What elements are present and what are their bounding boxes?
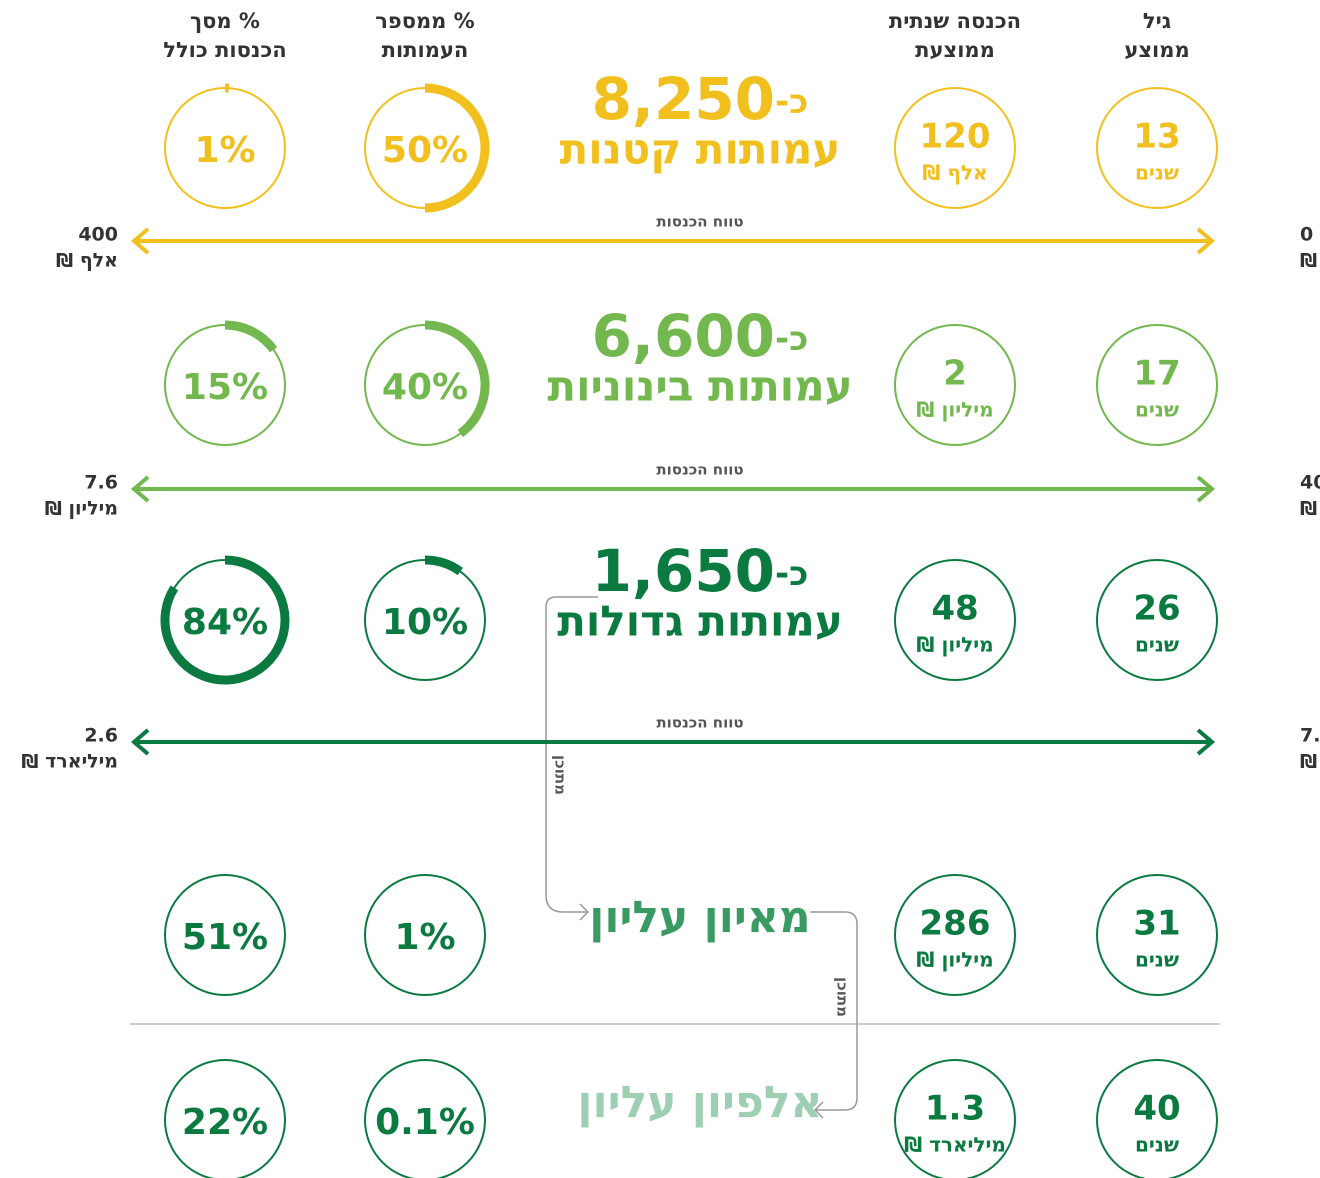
group-count: כ-1,650: [592, 537, 809, 605]
range-min-max: מיליון ₪: [1300, 751, 1320, 773]
range-label: טווח הכנסות: [656, 213, 743, 231]
age-unit: שנים: [1135, 633, 1179, 657]
count-prefix: כ-: [775, 319, 808, 359]
ring: [1096, 559, 1218, 681]
arrow-head: [130, 475, 150, 503]
ring: [364, 874, 486, 996]
age-unit: שנים: [1135, 161, 1179, 185]
arrow-head: [130, 728, 150, 756]
percent-label: 1%: [394, 917, 455, 958]
range-min-max: 7.6: [84, 472, 118, 494]
ring: [1096, 874, 1218, 996]
percent-label: 84%: [182, 602, 268, 643]
age-value: 13: [1133, 117, 1180, 157]
income-unit: מיליון ₪: [916, 398, 993, 422]
ring: [164, 874, 286, 996]
connector: [545, 596, 598, 921]
range-min-max: מיליארד ₪: [21, 751, 118, 773]
ring: [894, 324, 1016, 446]
column-header: גיל: [1143, 9, 1171, 33]
percent-label: 15%: [182, 367, 268, 408]
range-min-max: 400: [1300, 472, 1320, 494]
ring: [164, 1059, 286, 1178]
percent-arc: [424, 320, 490, 438]
age-unit: שנים: [1135, 398, 1179, 422]
arrow-head: [1196, 227, 1216, 255]
column-header: הכנסות כולל: [163, 38, 287, 62]
age-value: 26: [1133, 589, 1180, 629]
group-title: עמותות קטנות: [560, 125, 841, 174]
column-header: ממוצע: [1124, 38, 1189, 62]
range-label: טווח הכנסות: [656, 714, 743, 732]
group-count: כ-8,250: [592, 65, 809, 133]
count-value: 1,650: [592, 537, 775, 605]
range-min-max: מיליון ₪: [45, 498, 118, 520]
connector-label: מתוכן: [834, 977, 852, 1017]
percent-label: 1%: [194, 130, 255, 171]
column-header: העמותות: [382, 38, 469, 62]
income-unit: מיליון ₪: [916, 633, 993, 657]
percent-arc: [424, 555, 463, 576]
group-title: עמותות בינוניות: [547, 362, 852, 411]
range-min-max: אלף ₪: [1300, 498, 1320, 520]
income-unit: מיליון ₪: [916, 948, 993, 972]
income-unit: אלף ₪: [922, 161, 987, 185]
age-unit: שנים: [1135, 948, 1179, 972]
count-value: 6,600: [592, 302, 775, 370]
range-min-max: 7.6: [1300, 725, 1320, 747]
ring: [894, 559, 1016, 681]
percent-arc: [160, 555, 290, 685]
income-value: 286: [920, 904, 991, 944]
income-unit: מיליארד ₪: [904, 1133, 1006, 1157]
income-value: 2: [943, 354, 967, 394]
ring: [894, 1059, 1016, 1178]
age-unit: שנים: [1135, 1133, 1179, 1157]
ring: [1096, 324, 1218, 446]
income-value: 120: [920, 117, 991, 157]
percent-label: 10%: [382, 602, 468, 643]
ring: [1096, 1059, 1218, 1178]
arrow-head: [1196, 475, 1216, 503]
column-header: הכנסה שנתית: [889, 9, 1021, 33]
column-header: ממוצעת: [915, 38, 995, 62]
count-prefix: כ-: [775, 554, 808, 594]
group-title: עמותות גדולות: [557, 597, 843, 646]
percent-label: 22%: [182, 1102, 268, 1143]
group-title: מאיון עליון: [589, 892, 810, 943]
arrow-head: [130, 227, 150, 255]
range-min-max: 400: [78, 224, 118, 246]
percent-arc: [224, 320, 278, 353]
ring: [894, 87, 1016, 209]
income-value: 1.3: [925, 1089, 985, 1129]
age-value: 17: [1133, 354, 1180, 394]
column-header: % ממספר: [375, 9, 474, 33]
percent-label: 0.1%: [375, 1102, 475, 1143]
count-prefix: כ-: [775, 82, 808, 122]
range-min-max: ₪: [1300, 250, 1317, 272]
column-header: % מסך: [190, 9, 260, 33]
range-min-max: אלף ₪: [56, 250, 118, 272]
range-min-max: 0: [1300, 224, 1313, 246]
age-value: 31: [1133, 904, 1180, 944]
count-value: 8,250: [592, 65, 775, 133]
range-min-max: 2.6: [84, 725, 118, 747]
group-title: אלפיון עליון: [577, 1077, 822, 1128]
connector-label: מתוכן: [552, 755, 570, 795]
percent-label: 40%: [382, 367, 468, 408]
income-value: 48: [931, 589, 978, 629]
percent-arc: [424, 83, 490, 213]
percent-label: 51%: [182, 917, 268, 958]
ring: [1096, 87, 1218, 209]
arrow-head: [1196, 728, 1216, 756]
ring: [364, 1059, 486, 1178]
range-label: טווח הכנסות: [656, 461, 743, 479]
connector: [810, 911, 858, 1119]
ring: [894, 874, 1016, 996]
group-count: כ-6,600: [592, 302, 809, 370]
age-value: 40: [1133, 1089, 1180, 1129]
percent-label: 50%: [382, 130, 468, 171]
